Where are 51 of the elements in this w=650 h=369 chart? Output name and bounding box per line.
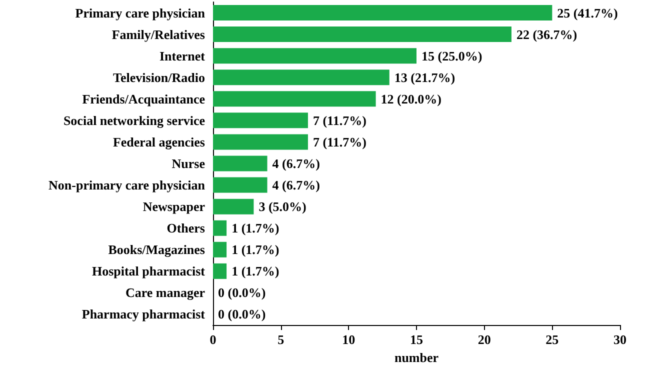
data-label: 0 (0.0%)	[218, 285, 266, 300]
bar	[213, 134, 308, 150]
y-tick-label: Federal agencies	[112, 134, 205, 150]
data-label: 4 (6.7%)	[272, 178, 320, 193]
data-label: 0 (0.0%)	[218, 306, 266, 322]
bar	[213, 242, 227, 258]
data-label: 25 (41.7%)	[557, 5, 618, 20]
bar	[213, 26, 512, 42]
x-tick-label: 25	[546, 332, 560, 347]
bar	[213, 48, 416, 64]
bar	[213, 70, 390, 86]
x-tick-label: 30	[614, 332, 626, 347]
x-tick-label: 5	[278, 332, 285, 347]
y-tick-label: Social networking service	[63, 112, 206, 128]
bar	[213, 91, 376, 107]
y-tick-label: Newspaper	[142, 199, 206, 214]
bar	[213, 198, 254, 214]
y-tick-label: Others	[166, 220, 205, 236]
x-axis-title: number	[394, 350, 439, 365]
data-label: 22 (36.7%)	[516, 26, 578, 42]
y-tick-label: Non-primary care physician	[48, 178, 206, 193]
y-tick-label: Family/Relatives	[112, 26, 205, 42]
bar	[213, 5, 552, 21]
bar	[213, 156, 268, 172]
data-label: 4 (6.7%)	[272, 156, 320, 171]
y-tick-label: Friends/Acquaintance	[82, 91, 206, 106]
bar	[213, 177, 268, 193]
bar	[213, 220, 227, 236]
data-label: 12 (20.0%)	[380, 91, 442, 106]
data-label: 1 (1.7%)	[232, 264, 280, 279]
data-label: 1 (1.7%)	[232, 242, 280, 258]
bar	[213, 263, 227, 279]
data-label: 3 (5.0%)	[258, 199, 306, 214]
data-label: 15 (25.0%)	[422, 48, 482, 64]
y-tick-label: Television/Radio	[113, 70, 205, 85]
x-tick-label: 20	[478, 332, 491, 347]
y-tick-label: Pharmacy pharmacist	[82, 306, 206, 322]
y-tick-label: Primary care physician	[75, 5, 206, 20]
data-label: 7 (11.7%)	[312, 134, 366, 150]
x-tick-label: 15	[410, 332, 424, 347]
x-tick-label: 0	[210, 332, 216, 347]
data-label: 7 (11.7%)	[312, 112, 366, 128]
y-tick-label: Care manager	[125, 285, 206, 300]
y-tick-label: Internet	[160, 48, 206, 64]
x-tick-label: 10	[342, 332, 356, 347]
y-tick-label: Nurse	[172, 156, 206, 171]
y-tick-label: Books/Magazines	[108, 242, 205, 258]
data-label: 1 (1.7%)	[232, 220, 280, 236]
bar	[213, 112, 308, 128]
data-label: 13 (21.7%)	[394, 70, 456, 85]
y-tick-label: Hospital pharmacist	[92, 264, 206, 279]
